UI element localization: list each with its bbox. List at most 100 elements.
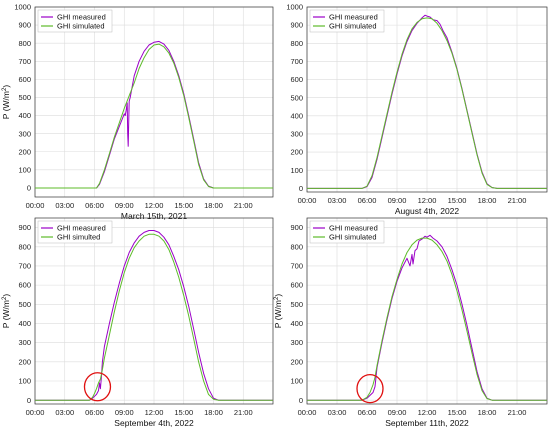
x-tick-label: 18:00 <box>478 408 497 417</box>
y-tick-label: 900 <box>290 223 303 232</box>
y-tick-label: 800 <box>18 242 31 251</box>
x-tick-label: 21:00 <box>508 408 527 417</box>
x-axis-label: August 4th, 2022 <box>395 206 460 216</box>
y-tick-label: 600 <box>18 281 31 290</box>
x-axis-label: September 4th, 2022 <box>114 418 194 428</box>
y-tick-label: 600 <box>290 75 303 84</box>
x-tick-label: 00:00 <box>298 408 317 417</box>
x-tick-label: 18:00 <box>478 196 497 205</box>
y-tick-label: 0 <box>27 396 31 405</box>
x-tick-label: 03:00 <box>328 196 347 205</box>
x-tick-label: 15:00 <box>448 196 467 205</box>
x-tick-label: 18:00 <box>204 408 223 417</box>
y-tick-label: 300 <box>290 338 303 347</box>
y-axis-label-sup: 2 <box>2 87 8 91</box>
highlight-circle <box>356 374 384 404</box>
y-tick-label: 100 <box>18 377 31 386</box>
y-tick-label: 100 <box>290 377 303 386</box>
y-tick-label: 700 <box>290 57 303 66</box>
legend-box <box>309 220 385 244</box>
y-axis-label-tail: ) <box>1 85 11 88</box>
y-axis-label: P (W/m2) <box>273 294 283 329</box>
y-tick-label: 700 <box>18 57 31 66</box>
x-tick-label: 09:00 <box>388 408 407 417</box>
x-tick-label: 03:00 <box>55 408 74 417</box>
y-axis-label: P (W/m2) <box>1 294 11 329</box>
y-axis-label-main: P (W/m <box>1 300 11 328</box>
x-tick-label: 00:00 <box>26 408 45 417</box>
y-tick-label: 800 <box>290 39 303 48</box>
y-tick-label: 400 <box>18 319 31 328</box>
x-tick-label: 06:00 <box>85 408 104 417</box>
y-axis-label-sup: 2 <box>274 296 280 300</box>
y-tick-label: 100 <box>290 166 303 175</box>
plot-frame <box>34 217 274 405</box>
x-tick-label: 09:00 <box>115 408 134 417</box>
y-tick-label: 200 <box>18 147 31 156</box>
y-tick-label: 800 <box>18 39 31 48</box>
x-tick-label: 12:00 <box>145 408 164 417</box>
plot-frame <box>306 6 548 193</box>
y-tick-label: 200 <box>290 357 303 366</box>
y-tick-label: 500 <box>290 93 303 102</box>
x-tick-label: 03:00 <box>328 408 347 417</box>
y-tick-label: 900 <box>290 21 303 30</box>
x-tick-label: 06:00 <box>358 196 377 205</box>
series-line-simulated <box>307 237 547 401</box>
x-tick-label: 03:00 <box>55 201 74 210</box>
y-tick-label: 300 <box>290 130 303 139</box>
legend-entry: GHI simulted <box>57 233 100 242</box>
x-tick-label: 06:00 <box>358 408 377 417</box>
y-axis-label-tail: ) <box>1 294 11 297</box>
x-tick-label: 12:00 <box>418 196 437 205</box>
y-axis-label-tail: ) <box>273 294 283 297</box>
y-tick-label: 600 <box>290 281 303 290</box>
legend-box <box>37 9 113 33</box>
series-line-simulated <box>35 43 273 189</box>
y-tick-label: 400 <box>290 111 303 120</box>
y-tick-label: 300 <box>18 129 31 138</box>
x-tick-label: 15:00 <box>174 201 193 210</box>
plot-frame <box>306 217 548 405</box>
legend-entry: GHI measured <box>57 13 106 22</box>
y-tick-label: 1000 <box>14 3 31 12</box>
legend-box <box>309 9 385 33</box>
x-tick-label: 09:00 <box>388 196 407 205</box>
x-tick-label: 15:00 <box>448 408 467 417</box>
series-line-simulated <box>307 17 547 189</box>
x-axis-label: March 15th, 2021 <box>121 211 187 221</box>
y-tick-label: 700 <box>18 262 31 271</box>
x-tick-label: 15:00 <box>174 408 193 417</box>
y-tick-label: 900 <box>18 223 31 232</box>
chart-panel-4: 0 100 200 300 400 500 600 700 800 900 00:00 03:00 06… <box>273 217 548 428</box>
y-axis-label-main: P (W/m <box>1 91 11 119</box>
y-tick-label: 500 <box>18 300 31 309</box>
x-tick-label: 18:00 <box>204 201 223 210</box>
chart-panel-3: 0 100 200 300 400 500 600 700 800 900 00:00 03:00 06… <box>1 217 274 428</box>
y-tick-label: 100 <box>18 165 31 174</box>
x-tick-label: 06:00 <box>85 201 104 210</box>
legend-entry: GHI simulated <box>329 22 377 31</box>
y-tick-label: 400 <box>290 319 303 328</box>
y-tick-label: 800 <box>290 242 303 251</box>
x-axis-label: September 11th, 2022 <box>385 418 469 428</box>
highlight-circle <box>83 372 112 402</box>
x-tick-label: 09:00 <box>115 201 134 210</box>
x-tick-label: 21:00 <box>234 408 253 417</box>
y-tick-label: 500 <box>290 300 303 309</box>
legend-entry: GHI measured <box>329 13 378 22</box>
y-tick-label: 900 <box>18 21 31 30</box>
y-tick-label: 200 <box>290 148 303 157</box>
x-tick-label: 12:00 <box>418 408 437 417</box>
legend-entry: GHI simulated <box>329 233 377 242</box>
y-tick-label: 0 <box>27 184 31 193</box>
y-tick-label: 300 <box>18 338 31 347</box>
x-tick-label: 21:00 <box>234 201 253 210</box>
x-tick-label: 21:00 <box>508 196 527 205</box>
x-tick-label: 00:00 <box>298 196 317 205</box>
